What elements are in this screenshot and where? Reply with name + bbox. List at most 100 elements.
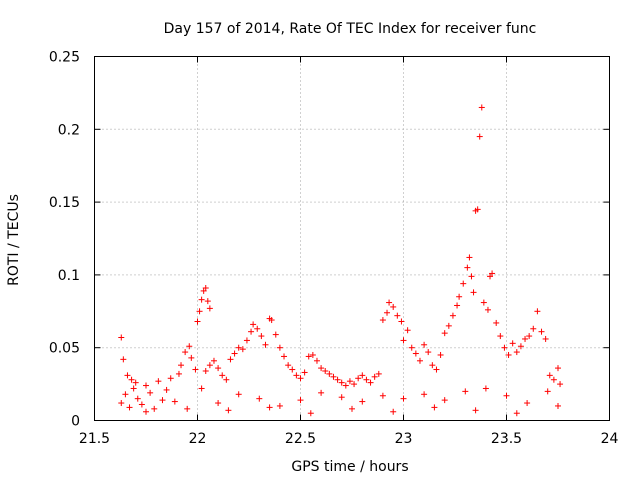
data-point	[505, 351, 512, 358]
data-point	[517, 343, 524, 350]
data-point	[334, 376, 341, 383]
x-tick-labels: 21.5 22 22.5 23 23.5 24	[79, 431, 619, 447]
y-axis-label: ROTI / TECUs	[6, 194, 22, 286]
data-point	[351, 381, 358, 388]
grid-lines	[94, 56, 610, 421]
data-point	[235, 391, 242, 398]
data-point	[202, 367, 209, 374]
data-point	[204, 298, 211, 305]
data-point	[276, 402, 283, 409]
data-point	[124, 372, 131, 379]
data-point	[182, 349, 189, 356]
data-point	[557, 381, 564, 388]
data-point	[433, 366, 440, 373]
data-point	[390, 408, 397, 415]
data-point	[429, 362, 436, 369]
data-point	[412, 350, 419, 357]
data-point	[297, 397, 304, 404]
data-point	[330, 373, 337, 380]
data-point	[231, 350, 238, 357]
data-point	[359, 398, 366, 405]
data-point	[272, 331, 279, 338]
data-point	[349, 405, 355, 412]
data-point	[441, 397, 448, 404]
data-point	[126, 404, 133, 411]
x-axis-label: GPS time / hours	[291, 459, 408, 475]
data-point	[235, 344, 242, 351]
data-point	[476, 133, 483, 140]
data-point	[202, 285, 209, 292]
data-point	[184, 405, 191, 412]
data-point	[379, 317, 386, 324]
data-point	[223, 376, 230, 383]
data-point	[379, 392, 386, 399]
data-points	[118, 104, 564, 417]
data-point	[474, 206, 481, 213]
data-point	[289, 366, 296, 373]
data-point	[359, 372, 366, 379]
data-point	[509, 340, 516, 347]
x-tick-label: 23	[395, 431, 413, 447]
data-point	[322, 367, 329, 374]
data-point	[132, 379, 139, 386]
data-point	[198, 296, 205, 303]
y-tick-label: 0.2	[58, 122, 80, 138]
data-point	[159, 397, 166, 404]
data-point	[408, 344, 415, 351]
data-point	[318, 389, 325, 396]
data-point	[192, 366, 199, 373]
data-point	[313, 357, 320, 364]
data-point	[555, 402, 561, 409]
data-point	[239, 346, 246, 353]
data-point	[421, 391, 428, 398]
data-point	[151, 405, 158, 412]
data-point	[355, 375, 362, 382]
data-point	[120, 356, 127, 363]
data-point	[489, 270, 496, 277]
data-point	[342, 382, 349, 389]
data-point	[454, 302, 461, 309]
data-point	[375, 370, 382, 377]
data-point	[196, 308, 203, 315]
data-point	[281, 353, 288, 360]
data-point	[546, 372, 553, 379]
data-point	[147, 389, 154, 396]
data-point	[307, 410, 314, 417]
data-point	[293, 372, 300, 379]
data-point	[384, 309, 391, 316]
data-point	[130, 385, 137, 392]
data-point	[550, 376, 557, 383]
x-tick-label: 23.5	[491, 431, 522, 447]
data-point	[530, 325, 537, 332]
data-point	[445, 322, 452, 329]
data-point	[404, 327, 411, 334]
x-tick-label: 21.5	[79, 431, 110, 447]
chart-title: Day 157 of 2014, Rate Of TEC Index for r…	[164, 21, 537, 37]
x-tick-label: 22.5	[285, 431, 316, 447]
data-point	[394, 312, 401, 319]
data-point	[301, 369, 308, 376]
x-tick-label: 22	[189, 431, 207, 447]
data-point	[503, 392, 510, 399]
data-point	[122, 391, 129, 398]
data-point	[425, 349, 432, 356]
data-point	[225, 407, 232, 414]
data-point	[285, 362, 292, 369]
data-point	[248, 328, 255, 335]
data-point	[437, 351, 444, 358]
data-point	[472, 407, 479, 414]
data-point	[338, 379, 345, 386]
data-point	[194, 318, 201, 325]
y-tick-label: 0.15	[49, 195, 80, 211]
data-point	[542, 335, 549, 342]
data-point	[526, 333, 533, 340]
data-point	[538, 328, 545, 335]
data-point	[390, 303, 397, 310]
data-point	[468, 273, 475, 280]
data-point	[346, 378, 353, 385]
data-point	[400, 337, 407, 344]
data-point	[258, 333, 265, 340]
data-point	[466, 254, 473, 261]
data-point	[544, 388, 551, 395]
